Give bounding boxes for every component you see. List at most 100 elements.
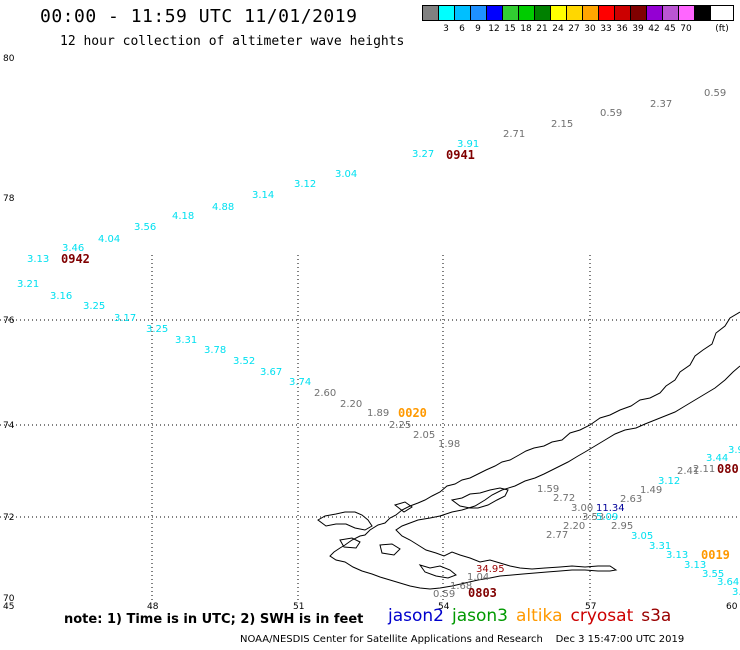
coastline-south-bay (418, 564, 457, 579)
satellite-legend-cryosat: cryosat (570, 606, 634, 626)
wave-height-label: 1.59 (537, 484, 559, 495)
coastline-islet (393, 501, 413, 513)
wave-height-label: 1.98 (438, 439, 460, 450)
wave-height-label: 3.13 (27, 254, 49, 265)
legend-swatch (695, 6, 711, 20)
wave-height-label: 0.59 (600, 108, 622, 119)
wave-height-label: 3.31 (175, 335, 197, 346)
legend-label: 24 (552, 24, 564, 34)
wave-height-label: 2.60 (314, 388, 336, 399)
wave-height-label: 3.05 (631, 531, 653, 542)
legend-swatch (455, 6, 471, 20)
lat-tick-label: 72 (3, 513, 14, 523)
lat-tick-label: 74 (3, 421, 15, 431)
lat-tick-label: 78 (3, 194, 15, 204)
wave-height-label: 2.11 (693, 464, 715, 475)
wave-height-label: 11.34 (596, 503, 625, 514)
legend-swatch (567, 6, 583, 20)
legend-swatch (519, 6, 535, 20)
legend-swatch (631, 6, 647, 20)
legend-label: 21 (536, 24, 548, 34)
legend-swatch (503, 6, 519, 20)
wave-height-label: 3.21 (17, 279, 39, 290)
lon-tick-label: 51 (293, 602, 304, 612)
legend-label: 6 (459, 24, 465, 34)
pass-time-label: 0941 (446, 148, 475, 162)
wave-height-label: 1.89 (367, 408, 389, 419)
wave-height-label: 2.20 (340, 399, 362, 410)
wave-height-label: 3.12 (658, 476, 680, 487)
legend-label: 15 (504, 24, 516, 34)
observation-labels: 0.59 2.37 0.59 2.15 2.71 3.91 3.27 3.04 3.12 3.14… (17, 88, 740, 600)
footer-note: note: 1) Time is in UTC; 2) SWH is in fe… (64, 612, 364, 627)
wave-height-label: 3.53 (582, 512, 604, 523)
lon-tick-label: 48 (147, 602, 159, 612)
legend-label: 12 (488, 24, 500, 34)
wave-height-label: 3.25 (83, 301, 105, 312)
lat-tick-label: 70 (3, 594, 15, 604)
pass-time-label: 0803 (468, 586, 497, 600)
legend-swatch (487, 6, 503, 20)
legend-swatch (535, 6, 551, 20)
wave-height-label: 3.04 (335, 169, 357, 180)
wave-height-label: 2.95 (611, 521, 633, 532)
wave-height-label: 4.04 (98, 234, 120, 245)
page-title: 00:00 - 11:59 UTC 11/01/2019 (40, 6, 358, 27)
wave-height-label: 4.18 (172, 211, 194, 222)
lon-tick-label: 54 (438, 602, 450, 612)
legend-label: 36 (616, 24, 628, 34)
wave-height-label: 3.67 (260, 367, 282, 378)
coastline-bay (450, 487, 509, 509)
legend-swatch (439, 6, 455, 20)
wave-height-label: 3. (732, 587, 740, 598)
satellite-legend: jason2 jason3 altika cryosat s3a (388, 606, 679, 626)
legend-label: 18 (520, 24, 532, 34)
wave-height-label: 3.31 (649, 541, 671, 552)
pass-time-label: 0942 (61, 252, 90, 266)
wave-height-label: 3.52 (233, 356, 255, 367)
generated-timestamp: Dec 3 15:47:00 UTC 2019 (555, 634, 685, 645)
coastline-islet (379, 543, 401, 556)
wave-height-label: 3.13 (666, 550, 688, 561)
legend-swatch (599, 6, 615, 20)
wave-height-label: 3.55 (702, 569, 724, 580)
wave-height-label: 3.16 (50, 291, 72, 302)
wave-height-label: 2.15 (551, 119, 573, 130)
legend-label: 9 (475, 24, 481, 34)
wave-height-label: 2.71 (503, 129, 525, 140)
wave-height-label: 3.9 (728, 445, 740, 456)
lon-tick-label: 60 (726, 602, 738, 612)
wave-height-label: 3.13 (684, 560, 706, 571)
wave-height-label: 5.09 (596, 512, 618, 523)
legend-swatch (647, 6, 663, 20)
wave-height-label: 2.05 (413, 430, 435, 441)
pass-time-label: 0020 (398, 406, 427, 420)
legend-label: 45 (664, 24, 676, 34)
pass-time-label: 0019 (701, 548, 730, 562)
wave-height-label: 1.04 (467, 572, 489, 583)
lat-tick-label: 80 (3, 54, 15, 64)
legend-swatch (663, 6, 679, 20)
wave-height-label: 3.00 (571, 503, 593, 514)
wave-height-label: 3.56 (134, 222, 156, 233)
wave-height-label: 2.77 (546, 530, 568, 541)
coastline-north-island (329, 311, 740, 590)
wave-height-label: 3.91 (457, 139, 479, 150)
legend-swatch (615, 6, 631, 20)
wave-height-label: 3.17 (114, 313, 136, 324)
wave-height-label: 2.72 (553, 493, 575, 504)
legend-swatch (551, 6, 567, 20)
wave-height-label: 34.95 (476, 564, 505, 575)
satellite-legend-s3a: s3a (641, 606, 672, 626)
wave-height-label: 4.88 (212, 202, 234, 213)
wave-height-label: 0.59 (704, 88, 726, 99)
pass-time-labels: 0941 0942 0020 0803 0019 080 (61, 148, 739, 600)
legend-label: 42 (648, 24, 660, 34)
wave-height-label: 3.78 (204, 345, 226, 356)
wave-height-label: 2.41 (677, 466, 699, 477)
lat-lon-grid (0, 255, 740, 600)
satellite-legend-altika: altika (516, 606, 563, 626)
legend-swatches (422, 5, 734, 21)
